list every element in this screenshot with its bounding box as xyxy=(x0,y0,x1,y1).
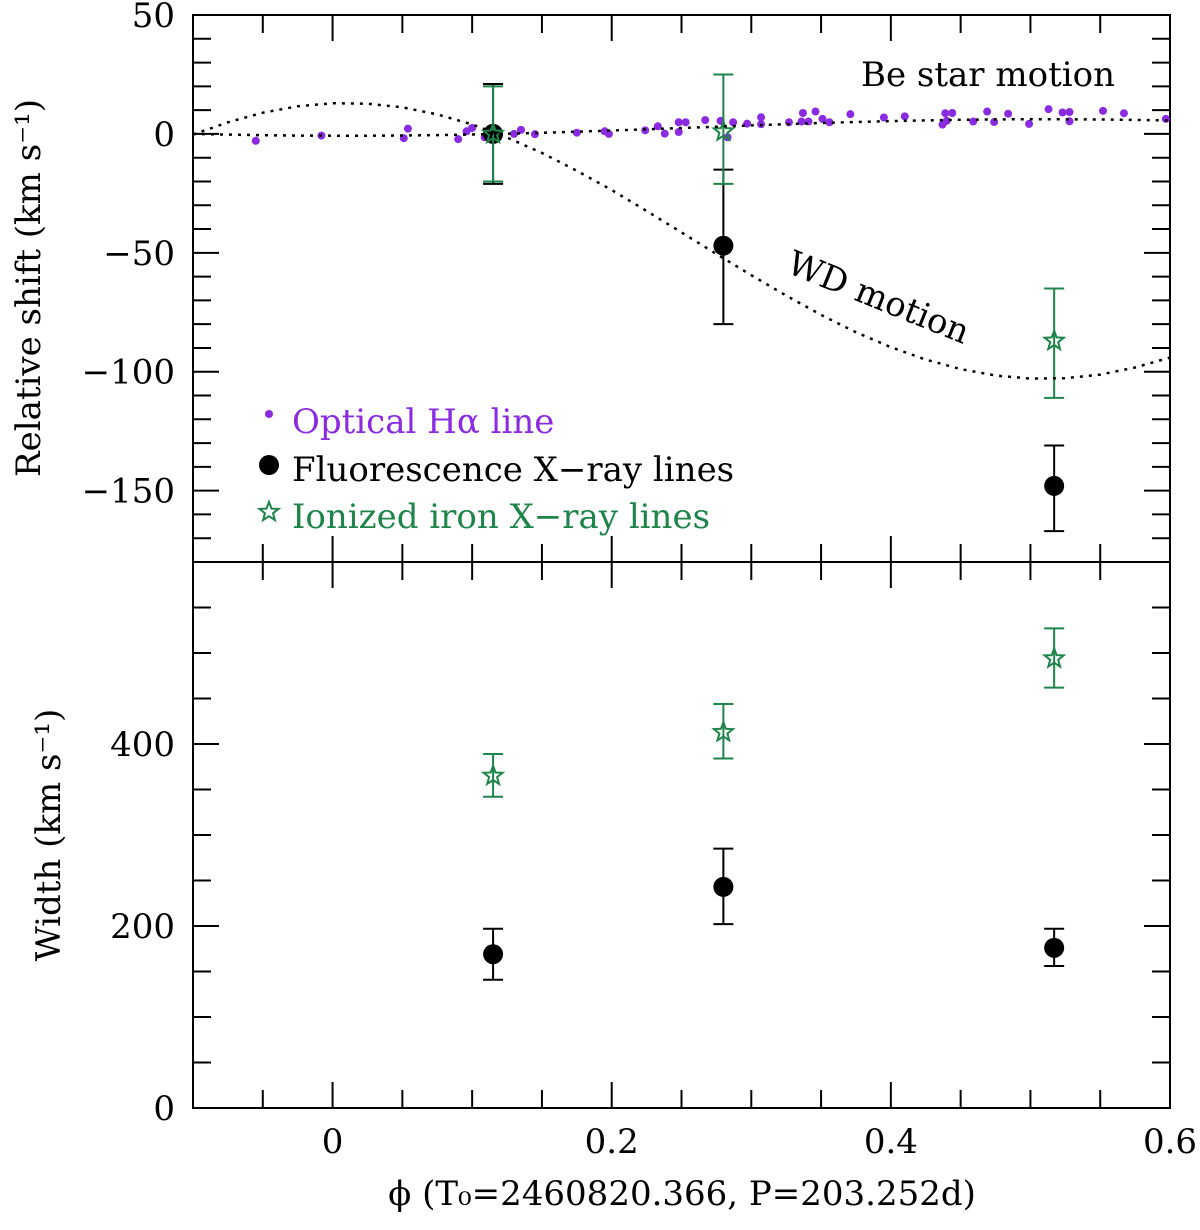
halpha-point xyxy=(251,136,260,145)
halpha-point xyxy=(653,122,662,131)
legend-marker-ionized-iron xyxy=(256,499,282,523)
halpha-point xyxy=(604,129,613,138)
ionized-iron-point xyxy=(480,763,506,787)
y-tick-label: −50 xyxy=(103,234,175,274)
halpha-point xyxy=(674,128,683,137)
halpha-point xyxy=(983,107,992,116)
halpha-point xyxy=(1161,114,1170,123)
halpha-point xyxy=(1119,109,1128,118)
ionized-iron-point xyxy=(480,121,506,145)
halpha-point xyxy=(1025,119,1034,128)
halpha-point xyxy=(454,135,463,144)
legend-label-halpha: Optical Hα line xyxy=(292,402,554,442)
x-tick-label: 0.2 xyxy=(585,1122,639,1162)
x-tick-label: 0.4 xyxy=(864,1122,918,1162)
halpha-point xyxy=(798,108,807,117)
x-axis-label: ϕ (T₀=2460820.366, P=203.252d) xyxy=(388,1174,976,1214)
y-tick-label: 0 xyxy=(153,115,175,155)
fluorescence-point xyxy=(1044,475,1065,496)
halpha-point xyxy=(1065,108,1074,117)
halpha-point xyxy=(674,118,683,127)
halpha-point xyxy=(825,118,834,127)
halpha-point xyxy=(1044,105,1053,114)
halpha-point xyxy=(1099,106,1108,115)
legend-label-ionized-iron: Ionized iron X−ray lines xyxy=(292,497,710,537)
halpha-point xyxy=(942,116,951,125)
halpha-point xyxy=(948,108,957,117)
halpha-point xyxy=(900,112,909,121)
halpha-point xyxy=(797,117,806,126)
halpha-point xyxy=(701,116,710,125)
halpha-point xyxy=(468,123,477,132)
legend: Optical Hα line Fluorescence X−ray lines… xyxy=(256,402,734,537)
halpha-point xyxy=(757,113,766,122)
y-tick-label: −150 xyxy=(82,472,175,512)
halpha-point xyxy=(1058,108,1067,117)
legend-label-fluorescence: Fluorescence X−ray lines xyxy=(292,450,734,490)
halpha-point xyxy=(846,110,855,119)
y-tick-label: −100 xyxy=(82,353,175,393)
fluorescence-point xyxy=(713,876,734,897)
ionized-iron-point xyxy=(711,118,736,142)
halpha-point xyxy=(660,129,669,138)
curve-wd-motion xyxy=(192,101,1171,380)
legend-marker-halpha xyxy=(265,410,273,418)
top-ylabel: Relative shift (km s⁻¹) xyxy=(9,99,49,477)
fluorescence-point xyxy=(1044,937,1065,958)
halpha-point xyxy=(403,124,412,133)
halpha-point xyxy=(941,109,950,118)
halpha-point xyxy=(516,125,525,134)
halpha-point xyxy=(681,118,690,127)
halpha-point xyxy=(879,113,888,122)
halpha-point xyxy=(1004,109,1013,118)
fluorescence-point xyxy=(483,944,504,965)
fluorescence-point xyxy=(713,235,734,256)
plot-frame-bottom xyxy=(192,561,1171,1109)
halpha-point xyxy=(729,118,738,127)
halpha-point xyxy=(811,107,820,116)
x-tick-label: 0 xyxy=(322,1122,344,1162)
halpha-point xyxy=(969,117,978,126)
y-tick-label: 50 xyxy=(132,0,175,36)
ionized-iron-point xyxy=(1041,327,1067,352)
curve-be-star-motion xyxy=(192,117,1171,137)
bottom-ylabel: Width (km s⁻¹) xyxy=(29,709,69,962)
y-tick-label: 200 xyxy=(110,907,175,947)
ionized-iron-point xyxy=(1041,645,1067,669)
x-tick-label: 0.6 xyxy=(1143,1122,1197,1162)
halpha-point xyxy=(510,129,519,138)
y-tick-label: 0 xyxy=(153,1089,175,1129)
annotation-be-star-motion: Be star motion xyxy=(861,55,1115,95)
legend-marker-fluorescence xyxy=(259,455,279,475)
halpha-point xyxy=(818,114,827,123)
y-tick-label: 400 xyxy=(110,725,175,765)
halpha-point xyxy=(743,119,752,128)
ionized-iron-point xyxy=(711,719,736,743)
halpha-point xyxy=(572,128,581,137)
annotation-wd-motion: WD motion xyxy=(782,243,976,352)
